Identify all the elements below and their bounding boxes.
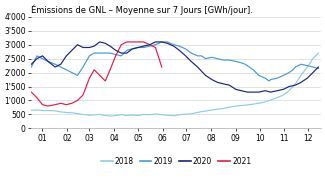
2019	[29, 66, 33, 68]
2021	[160, 66, 164, 68]
2021	[136, 41, 140, 43]
2021	[92, 69, 96, 71]
2019	[200, 55, 203, 57]
2021	[53, 104, 57, 106]
2019	[160, 41, 164, 43]
2019	[215, 57, 219, 60]
2018	[130, 114, 134, 116]
2021	[64, 104, 68, 106]
2020	[246, 91, 250, 93]
2018	[53, 110, 57, 112]
2021	[125, 41, 129, 43]
2021	[141, 41, 145, 43]
2018	[215, 108, 219, 110]
Line: 2019: 2019	[31, 42, 318, 81]
2020	[98, 41, 102, 43]
2021	[41, 104, 45, 106]
2021	[75, 99, 79, 102]
2018	[29, 109, 33, 111]
2020	[29, 63, 33, 65]
2020	[221, 83, 225, 85]
Legend: 2018, 2019, 2020, 2021: 2018, 2019, 2020, 2021	[98, 154, 254, 169]
Text: Émissions de GNL – Moyenne sur 7 Jours [GWh/jour].: Émissions de GNL – Moyenne sur 7 Jours […	[31, 4, 253, 15]
Line: 2018: 2018	[31, 53, 318, 116]
2021	[87, 77, 91, 79]
2021	[35, 97, 39, 99]
2021	[46, 105, 50, 107]
2020	[119, 52, 123, 54]
2019	[81, 66, 85, 68]
2021	[98, 74, 102, 76]
2021	[148, 44, 152, 46]
2019	[239, 62, 243, 64]
2020	[317, 66, 320, 68]
2018	[108, 115, 112, 117]
2018	[165, 114, 169, 116]
Line: 2020: 2020	[31, 42, 318, 92]
2019	[317, 67, 320, 70]
2021	[81, 94, 85, 96]
2020	[239, 90, 243, 92]
Line: 2021: 2021	[31, 42, 162, 106]
2020	[92, 45, 96, 47]
2020	[125, 52, 129, 54]
2021	[153, 46, 157, 49]
2018	[203, 110, 207, 112]
2021	[130, 41, 134, 43]
2020	[311, 71, 315, 74]
2018	[299, 74, 303, 76]
2021	[114, 55, 118, 57]
2021	[103, 80, 107, 82]
2021	[70, 102, 74, 104]
2019	[210, 56, 214, 58]
2021	[108, 69, 112, 71]
2021	[119, 44, 123, 46]
2021	[59, 102, 63, 104]
2019	[141, 46, 145, 49]
2018	[317, 52, 320, 54]
2019	[267, 80, 271, 82]
2021	[29, 91, 33, 93]
